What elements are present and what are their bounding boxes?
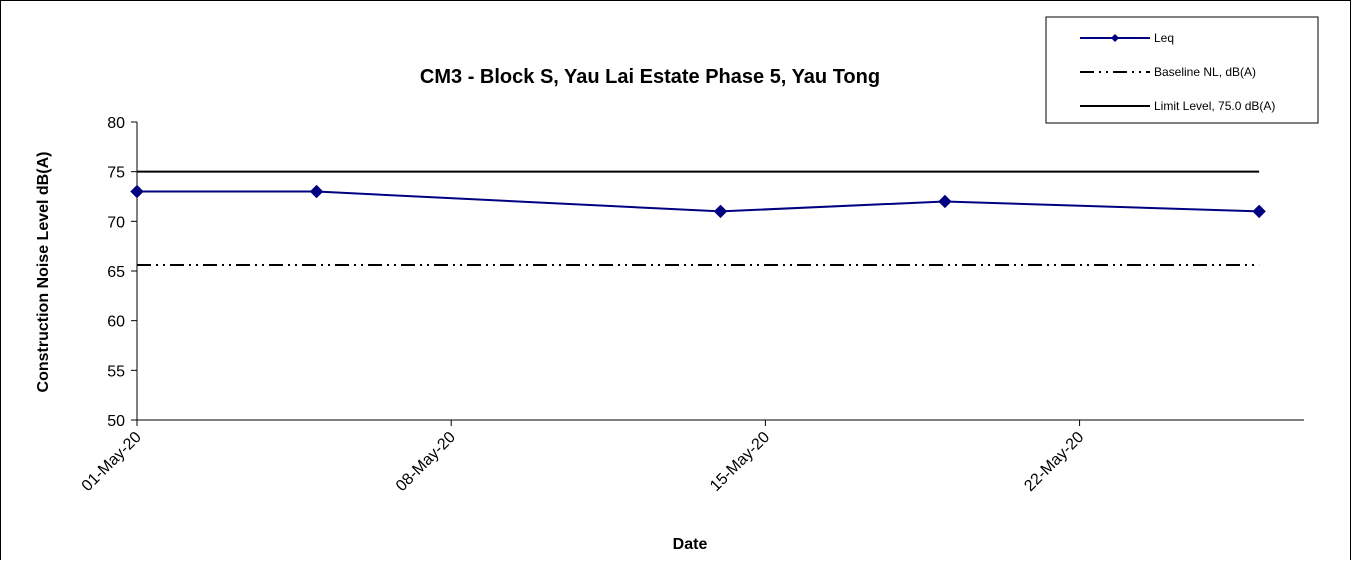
x-axis-label: Date [673,536,708,553]
y-tick-label: 70 [107,214,125,231]
y-tick-label: 80 [107,115,125,132]
legend-label-1: Baseline NL, dB(A) [1154,65,1256,79]
legend-label-2: Limit Level, 75.0 dB(A) [1154,99,1275,113]
y-tick-label: 75 [107,165,125,182]
data-point [1252,204,1266,219]
data-point [713,204,728,219]
y-tick-label: 65 [107,264,125,281]
y-tick-label: 50 [107,413,125,430]
y-tick-label: 55 [107,363,125,380]
plot-area: 50 55 60 65 70 75 80 01-May-20 08-May-20 15-May-2… [79,115,1304,495]
legend: Leq Baseline NL, dB(A) Limit Level, 75.0 d… [1045,16,1319,124]
data-point [309,184,324,199]
x-tick-label: 15-May-20 [707,429,773,495]
x-tick-label: 22-May-20 [1021,429,1087,495]
x-tick-label: 08-May-20 [393,429,459,495]
series-line-0 [137,190,1260,213]
data-point [938,194,952,209]
data-point [130,184,144,199]
y-tick-label: 60 [107,314,125,331]
legend-label-0: Leq [1154,31,1174,45]
x-tick-label: 01-May-20 [79,429,145,495]
y-axis-label: Construction Noise Level dB(A) [35,152,52,393]
chart-title: CM3 - Block S, Yau Lai Estate Phase 5, Y… [420,66,880,88]
legend-marker [1111,34,1119,42]
